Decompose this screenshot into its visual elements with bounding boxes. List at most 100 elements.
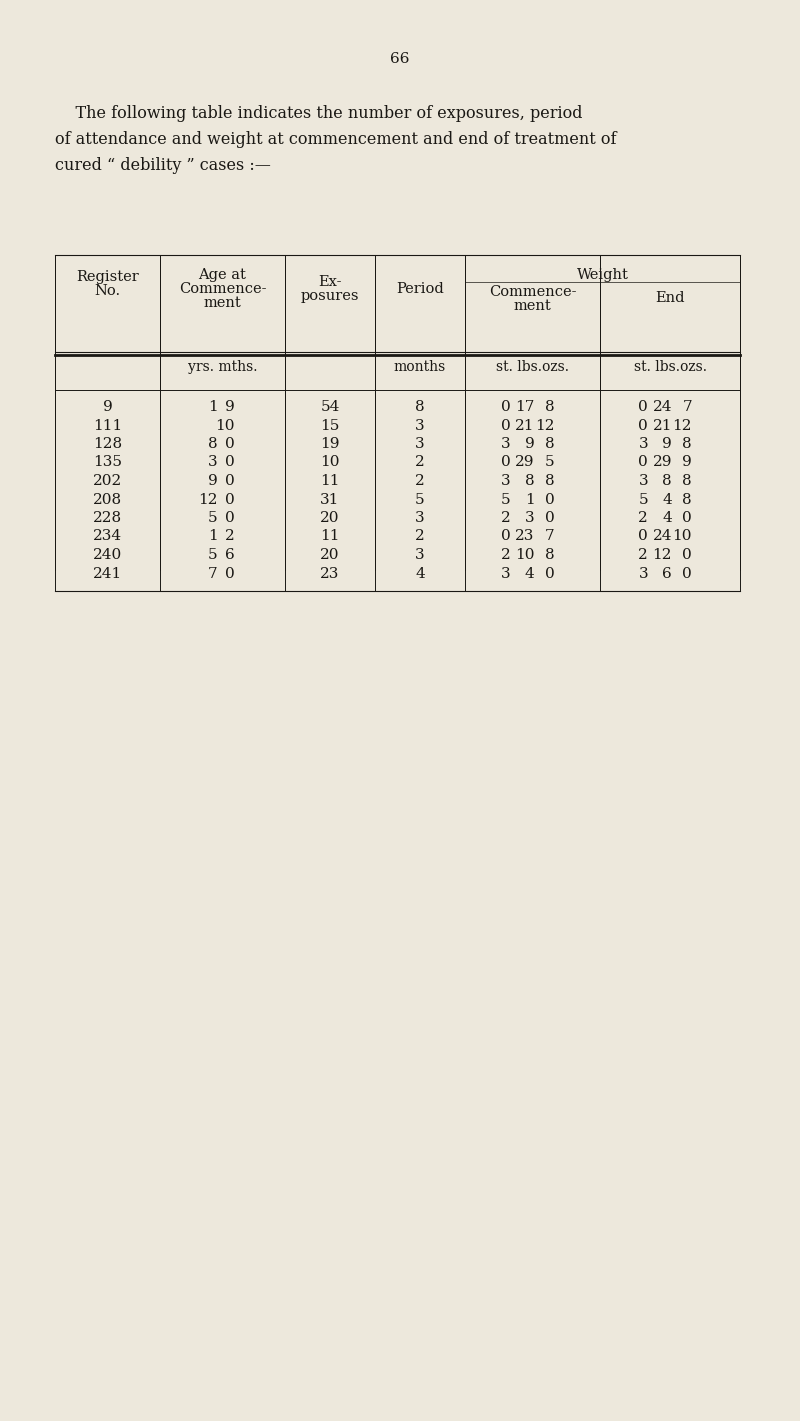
Text: 3: 3 <box>415 438 425 450</box>
Text: Register: Register <box>76 270 139 284</box>
Text: 9: 9 <box>682 456 692 469</box>
Text: of attendance and weight at commencement and end of treatment of: of attendance and weight at commencement… <box>55 131 617 148</box>
Text: 3: 3 <box>208 456 218 469</box>
Text: 128: 128 <box>93 438 122 450</box>
Text: 29: 29 <box>653 456 672 469</box>
Text: 5: 5 <box>415 493 425 506</box>
Text: 0: 0 <box>682 567 692 581</box>
Text: 3: 3 <box>638 567 648 581</box>
Text: 0: 0 <box>638 530 648 543</box>
Text: 4: 4 <box>525 567 534 581</box>
Text: 3: 3 <box>501 438 510 450</box>
Text: 8: 8 <box>415 399 425 414</box>
Text: 4: 4 <box>662 493 672 506</box>
Text: 3: 3 <box>525 512 534 524</box>
Text: 1: 1 <box>208 399 218 414</box>
Text: st. lbs.ozs.: st. lbs.ozs. <box>496 360 569 374</box>
Text: 3: 3 <box>638 475 648 487</box>
Text: 12: 12 <box>198 493 218 506</box>
Text: 8: 8 <box>545 438 554 450</box>
Text: 12: 12 <box>535 419 554 432</box>
Text: 2: 2 <box>415 530 425 543</box>
Text: 241: 241 <box>93 567 122 581</box>
Text: 0: 0 <box>225 438 234 450</box>
Text: 8: 8 <box>525 475 534 487</box>
Text: 10: 10 <box>215 419 234 432</box>
Text: st. lbs.ozs.: st. lbs.ozs. <box>634 360 706 374</box>
Text: 5: 5 <box>545 456 554 469</box>
Text: 1: 1 <box>208 530 218 543</box>
Text: ment: ment <box>514 298 551 313</box>
Text: 0: 0 <box>501 399 510 414</box>
Text: 0: 0 <box>225 475 234 487</box>
Text: 135: 135 <box>93 456 122 469</box>
Text: 202: 202 <box>93 475 122 487</box>
Text: 31: 31 <box>320 493 340 506</box>
Text: 0: 0 <box>638 399 648 414</box>
Text: 17: 17 <box>515 399 534 414</box>
Text: 8: 8 <box>545 399 554 414</box>
Text: Commence-: Commence- <box>178 281 266 296</box>
Text: 2: 2 <box>415 456 425 469</box>
Text: 54: 54 <box>320 399 340 414</box>
Text: 2: 2 <box>501 549 510 561</box>
Text: 3: 3 <box>415 512 425 524</box>
Text: 0: 0 <box>501 419 510 432</box>
Text: 7: 7 <box>682 399 692 414</box>
Text: 8: 8 <box>682 475 692 487</box>
Text: 8: 8 <box>208 438 218 450</box>
Text: 23: 23 <box>320 567 340 581</box>
Text: 3: 3 <box>501 475 510 487</box>
Text: 0: 0 <box>545 512 554 524</box>
Text: End: End <box>655 291 685 306</box>
Text: 2: 2 <box>638 549 648 561</box>
Text: 0: 0 <box>638 419 648 432</box>
Text: 9: 9 <box>225 399 234 414</box>
Text: 3: 3 <box>415 549 425 561</box>
Text: 10: 10 <box>673 530 692 543</box>
Text: 66: 66 <box>390 53 410 65</box>
Text: 8: 8 <box>662 475 672 487</box>
Text: 11: 11 <box>320 475 340 487</box>
Text: 21: 21 <box>515 419 534 432</box>
Text: 8: 8 <box>682 438 692 450</box>
Text: 6: 6 <box>225 549 234 561</box>
Text: 0: 0 <box>225 512 234 524</box>
Text: No.: No. <box>94 284 121 298</box>
Text: 208: 208 <box>93 493 122 506</box>
Text: 2: 2 <box>415 475 425 487</box>
Text: 12: 12 <box>673 419 692 432</box>
Text: 7: 7 <box>208 567 218 581</box>
Text: 240: 240 <box>93 549 122 561</box>
Text: 0: 0 <box>225 493 234 506</box>
Text: 8: 8 <box>545 549 554 561</box>
Text: 8: 8 <box>682 493 692 506</box>
Text: 5: 5 <box>638 493 648 506</box>
Text: 11: 11 <box>320 530 340 543</box>
Text: 9: 9 <box>208 475 218 487</box>
Text: 24: 24 <box>653 530 672 543</box>
Text: 0: 0 <box>682 549 692 561</box>
Text: 0: 0 <box>501 530 510 543</box>
Text: 4: 4 <box>662 512 672 524</box>
Text: 0: 0 <box>682 512 692 524</box>
Text: 0: 0 <box>501 456 510 469</box>
Text: 111: 111 <box>93 419 122 432</box>
Text: yrs. mths.: yrs. mths. <box>188 360 258 374</box>
Text: 228: 228 <box>93 512 122 524</box>
Text: ment: ment <box>204 296 242 310</box>
Text: 8: 8 <box>545 475 554 487</box>
Text: 0: 0 <box>225 456 234 469</box>
Text: Weight: Weight <box>577 269 629 281</box>
Text: 29: 29 <box>515 456 534 469</box>
Text: 7: 7 <box>545 530 554 543</box>
Text: 10: 10 <box>320 456 340 469</box>
Text: 5: 5 <box>208 512 218 524</box>
Text: 0: 0 <box>638 456 648 469</box>
Text: Ex-: Ex- <box>318 276 342 288</box>
Text: 234: 234 <box>93 530 122 543</box>
Text: 9: 9 <box>102 399 112 414</box>
Text: 21: 21 <box>653 419 672 432</box>
Text: 3: 3 <box>415 419 425 432</box>
Text: 23: 23 <box>515 530 534 543</box>
